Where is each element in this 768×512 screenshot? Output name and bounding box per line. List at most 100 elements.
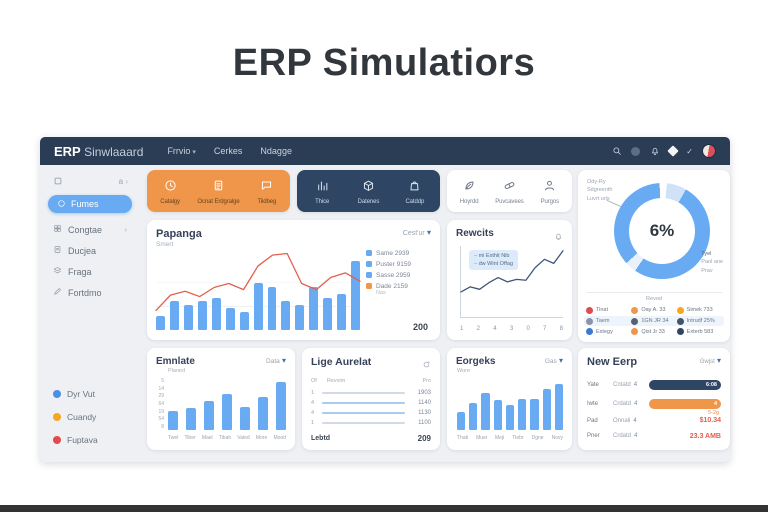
donut-table-cell: Intrudf 25%	[676, 317, 722, 325]
sidebar-item[interactable]: Ducjea	[40, 240, 140, 261]
esperiks-dropdown[interactable]: Gas	[545, 356, 563, 365]
refresh-icon[interactable]	[422, 356, 431, 374]
alert-icon[interactable]	[554, 228, 563, 246]
liga-row[interactable]: 1 1903	[311, 390, 431, 396]
simulate-dropdown[interactable]: Data	[266, 356, 286, 365]
donut-table-cell: 1GN JR 34	[631, 317, 676, 325]
sidebar-footer-item[interactable]: Fuptava	[40, 429, 140, 450]
bar	[183, 304, 193, 330]
x-tick: Tlebr	[512, 435, 524, 441]
x-tick: 8	[559, 326, 563, 332]
sidebar-item-active[interactable]: Fumes	[48, 195, 132, 213]
colored-dot-icon	[53, 412, 61, 421]
nav-menu-item[interactable]: Cerkes	[213, 146, 243, 156]
circle-icon	[57, 199, 66, 210]
document-icon	[212, 179, 225, 197]
donut-table-row[interactable]: Taem 1GN JR 34 Intrudf 25%	[584, 315, 724, 327]
bell-icon[interactable]	[649, 146, 660, 157]
action-button[interactable]: Thice	[307, 179, 337, 205]
new-erp-dropdown[interactable]: Gwjst	[700, 356, 721, 365]
action-button[interactable]: Hoyrdd	[454, 179, 484, 205]
status-dot	[631, 146, 641, 156]
page-title: ERP Simulatiors	[232, 42, 536, 84]
square-icon	[52, 176, 63, 187]
donut-table-cell: Taem	[586, 317, 631, 325]
x-tick: Thati	[457, 435, 469, 441]
action-button[interactable]: Ocnat Erdgralge	[197, 179, 240, 205]
revects-card: Rewcits mi Exthit Nib dw Wint Offag 1 2 4 3 0…	[447, 220, 572, 340]
progress-line	[322, 392, 405, 394]
simulate-subtitle: Planed	[168, 368, 186, 374]
legend-item: Dade 2159 Nas	[366, 283, 432, 296]
new-erp-row[interactable]: Pad Onnali 4 $10.34	[587, 417, 721, 425]
bar	[225, 308, 235, 330]
sidebar-item[interactable]: Congtae	[40, 219, 140, 240]
box-icon	[362, 179, 375, 197]
brand-logo[interactable]: ERP Sinwlaaard	[54, 144, 143, 159]
action-button[interactable]: Purgos	[535, 179, 565, 205]
top-navbar: ERP Sinwlaaard Frrvio Cerkes Ndagge	[40, 137, 730, 165]
action-button[interactable]: Tildbeg	[252, 179, 282, 205]
avatar[interactable]	[702, 144, 716, 158]
divider	[586, 292, 722, 293]
sidebar-collapse[interactable]: a	[40, 171, 140, 191]
sidebar-item[interactable]: Fraga	[40, 261, 140, 282]
bar	[554, 384, 563, 430]
chat-icon	[260, 179, 273, 197]
chevron-right-icon	[124, 225, 127, 234]
action-label: Ocnat Erdgralge	[197, 198, 240, 205]
donut-value: 6%	[629, 198, 695, 264]
layers-icon	[53, 266, 62, 277]
sidebar: a Fumes CongtaeDucjeaFragaFortdmo Dyr Vut…	[40, 165, 140, 462]
new-erp-row[interactable]: Iwte Crdatd 4 4 5-2g	[587, 398, 721, 416]
bar	[481, 393, 490, 430]
action-label: Thice	[315, 198, 330, 205]
bar	[186, 407, 196, 430]
x-tick: Meji	[495, 435, 505, 441]
x-tick: 7	[543, 326, 547, 332]
nav-menu-item[interactable]: Ndagge	[260, 146, 292, 156]
person-icon	[543, 179, 556, 197]
bag-icon	[408, 179, 421, 197]
search-icon[interactable]	[611, 146, 622, 157]
tooltip-line: dw Wint Offag	[474, 261, 513, 267]
doc2-icon	[53, 245, 62, 256]
brand-rest: Sinwlaaard	[80, 144, 144, 159]
diamond-icon[interactable]	[667, 145, 679, 157]
legend-swatch	[366, 283, 372, 289]
new-erp-row[interactable]: Yate Cntatd 4 6:08	[587, 380, 721, 391]
liga-row[interactable]: 4 1140	[311, 400, 431, 406]
x-tick: Valed	[237, 435, 250, 441]
papaga-dropdown[interactable]: Cest'ur	[403, 228, 431, 237]
papaga-line-overlay	[156, 248, 360, 330]
liga-row[interactable]: 1 1100	[311, 420, 431, 426]
simulate-y-axis: 5 14 29 64 19 54 8	[154, 378, 164, 430]
action-button[interactable]: Datenes	[353, 179, 383, 205]
action-button[interactable]: Puvcavees	[494, 179, 524, 205]
donut-table-row[interactable]: Extegy Qist Jr 33 Exterb 583	[584, 326, 724, 337]
liga-row[interactable]: 4 1130	[311, 410, 431, 416]
sidebar-footer-item[interactable]: Dyr Vut	[40, 383, 140, 404]
action-button[interactable]: Catalgy	[155, 179, 185, 205]
donut-table-cell: Extegy	[586, 328, 631, 336]
new-erp-row[interactable]: Pner Crdatd 4 23.3 AMB	[587, 432, 721, 440]
revects-title: Rewcits	[456, 228, 494, 239]
new-erp-rows: Yate Cntatd 4 6:08 Iwte Crdatd 4 4 5-2g Pad Onnali…	[587, 376, 721, 444]
quick-actions-white: Hoyrdd Puvcavees Purgos	[447, 170, 572, 212]
bar	[542, 389, 551, 430]
bar	[222, 393, 232, 430]
sidebar-item[interactable]: Fortdmo	[40, 282, 140, 303]
x-tick: 0	[526, 326, 530, 332]
nav-menu-item[interactable]: Frrvio	[167, 146, 195, 156]
bar	[258, 396, 268, 430]
action-button[interactable]: Catddp	[400, 179, 430, 205]
progress-line	[322, 422, 405, 424]
action-label: Catalgy	[160, 198, 180, 205]
sidebar-footer-item[interactable]: Cuandy	[40, 406, 140, 427]
donut-table-row[interactable]: Tinat Oay A. 33 Simek 733	[584, 305, 724, 316]
esperiks-subtitle: Wore	[457, 368, 471, 374]
status-dot-icon	[676, 306, 684, 314]
donut-table-cell: Qist Jr 33	[631, 328, 676, 336]
x-tick: 1	[460, 326, 464, 332]
x-tick: 4	[493, 326, 497, 332]
